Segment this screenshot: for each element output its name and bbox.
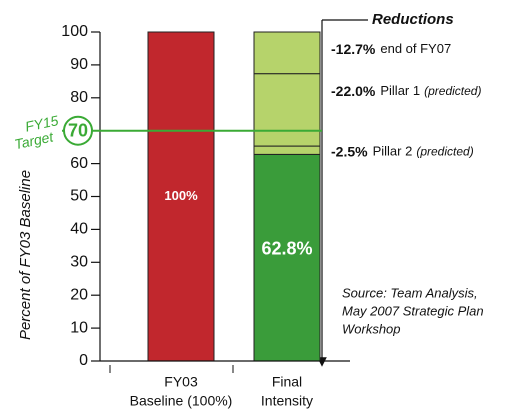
x-tick-label: Baseline (100%) — [130, 393, 233, 409]
reduction-label: -22.0% Pillar 1 (predicted) — [331, 82, 481, 98]
reduction-name: end of FY07 — [380, 41, 451, 56]
y-tick-label: 80 — [70, 89, 88, 106]
reduction-note: (predicted) — [416, 144, 473, 158]
y-tick-label: 60 — [70, 155, 88, 172]
y-tick-label: 20 — [70, 286, 88, 303]
target-circle — [63, 115, 93, 146]
target-text: FY15 — [24, 112, 60, 135]
x-tick-label: Final — [272, 374, 302, 390]
bar-value-label: 100% — [164, 188, 198, 203]
y-axis-label: Percent of FY03 Baseline — [17, 170, 34, 340]
y-tick-label: 50 — [70, 188, 88, 205]
y-tick-label: 0 — [79, 352, 88, 369]
reduction-segment — [253, 73, 321, 147]
y-tick-label: 90 — [70, 56, 88, 73]
reduction-value: -22.0% — [331, 82, 376, 98]
bar-value-label: 62.8% — [261, 238, 312, 258]
reduction-segment — [253, 31, 321, 75]
reduction-name: Pillar 1 — [380, 83, 420, 98]
x-tick-label: Intensity — [261, 393, 313, 409]
reduction-name: Pillar 2 — [373, 144, 413, 159]
source-note: May 2007 Strategic Plan — [342, 303, 484, 318]
target-text: Target — [13, 128, 56, 152]
y-tick-label: 40 — [70, 221, 88, 238]
reduction-value: -12.7% — [331, 41, 376, 57]
reduction-note: (predicted) — [424, 84, 481, 98]
y-tick-label: 100 — [61, 23, 88, 40]
y-tick-label: 10 — [70, 319, 88, 336]
x-tick-label: FY03 — [164, 374, 198, 390]
reduction-label: -12.7% end of FY07 — [331, 41, 451, 57]
source-note: Source: Team Analysis, — [342, 285, 478, 300]
reduction-value: -2.5% — [331, 143, 368, 159]
y-tick-label: 30 — [70, 254, 88, 271]
reduction-segment — [253, 145, 321, 155]
bar — [147, 31, 215, 362]
target-value-label: 70 — [68, 120, 88, 140]
reduction-label: -2.5% Pillar 2 (predicted) — [331, 143, 474, 159]
source-note: Workshop — [342, 321, 401, 336]
reductions-title: Reductions — [372, 11, 454, 28]
